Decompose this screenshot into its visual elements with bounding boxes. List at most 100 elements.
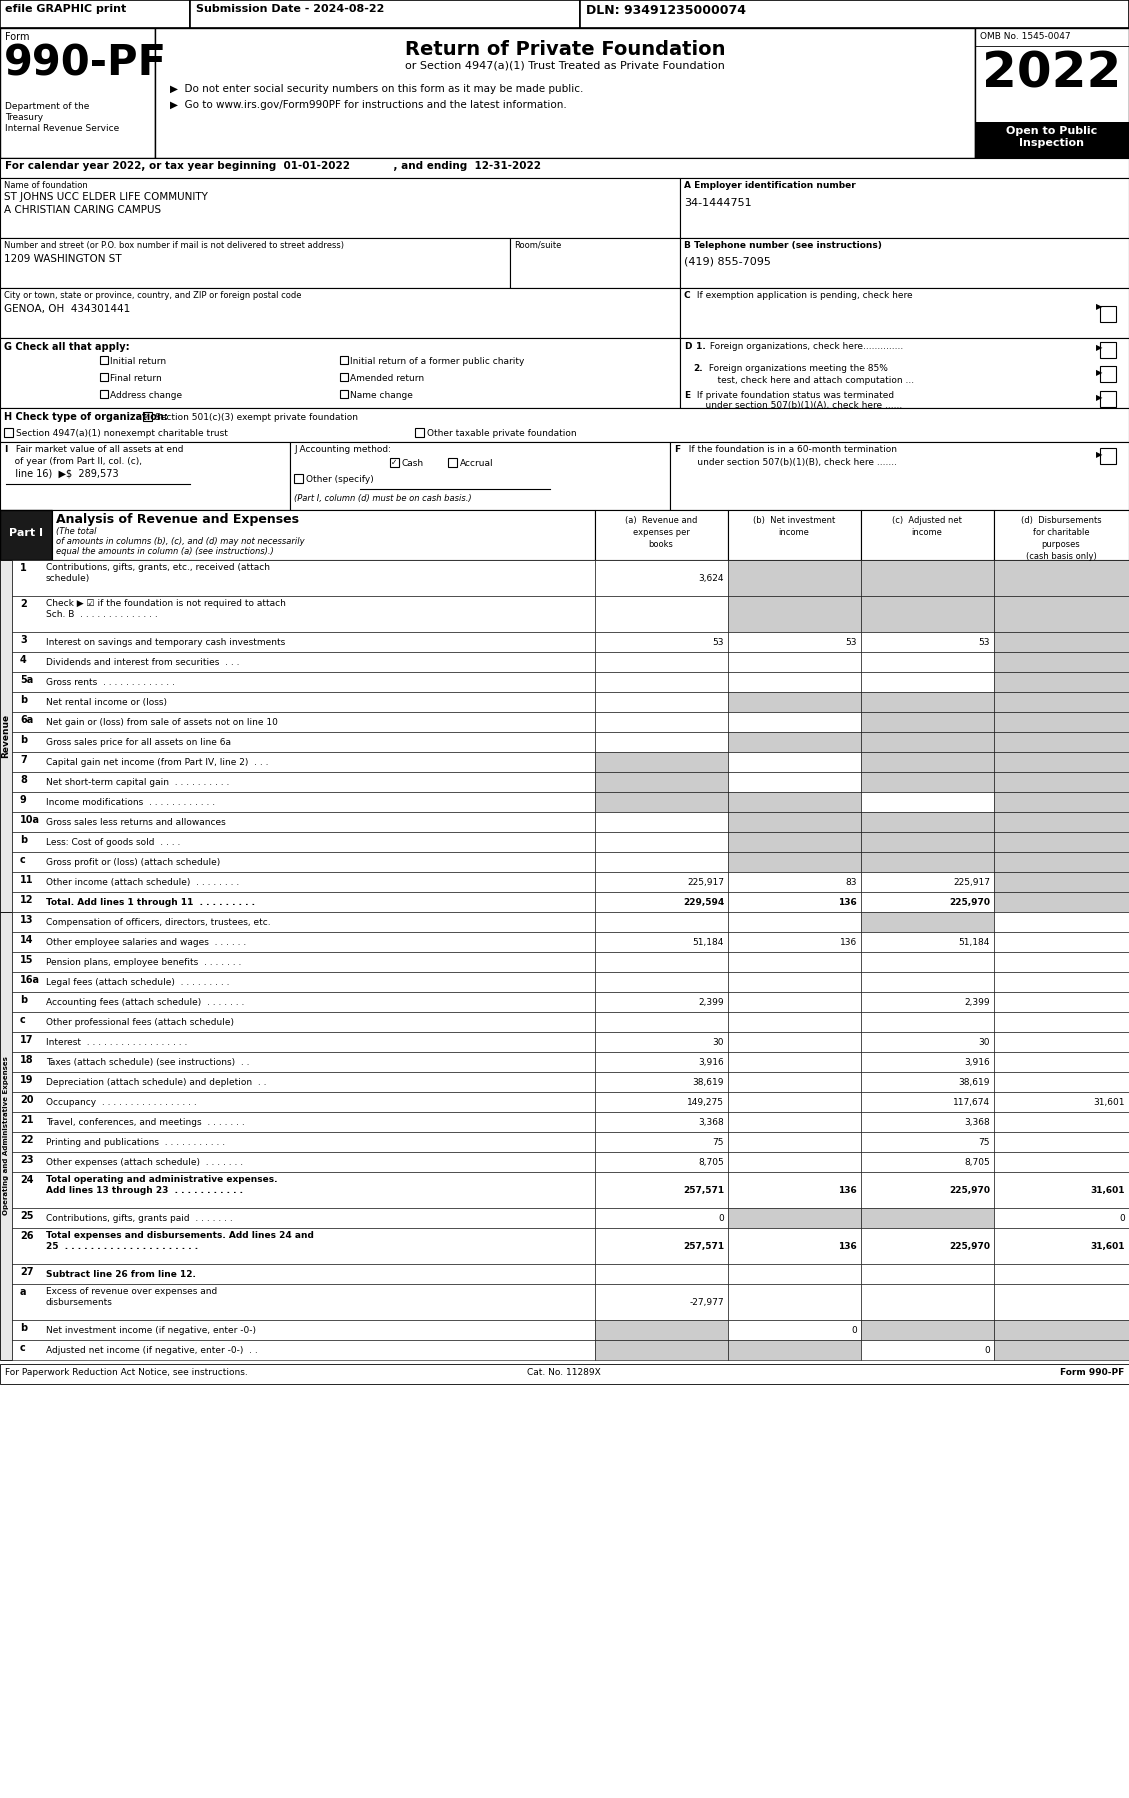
Text: 149,275: 149,275 xyxy=(688,1099,724,1108)
Text: 225,970: 225,970 xyxy=(949,1187,990,1196)
Text: Net gain or (loss) from sale of assets not on line 10: Net gain or (loss) from sale of assets n… xyxy=(46,717,278,726)
Bar xyxy=(728,832,861,852)
Bar xyxy=(1100,390,1115,406)
Text: 990-PF: 990-PF xyxy=(5,41,167,85)
Text: Taxes (attach schedule) (see instructions)  . .: Taxes (attach schedule) (see instruction… xyxy=(46,1057,250,1066)
Text: 136: 136 xyxy=(838,897,857,906)
Text: Initial return of a former public charity: Initial return of a former public charit… xyxy=(350,358,524,367)
Bar xyxy=(994,771,1129,791)
Text: 3: 3 xyxy=(20,635,27,645)
Bar xyxy=(728,1133,861,1153)
Bar xyxy=(0,338,680,408)
Bar xyxy=(415,428,425,437)
Bar xyxy=(728,692,861,712)
Text: If private foundation status was terminated: If private foundation status was termina… xyxy=(694,390,894,399)
Text: Return of Private Foundation: Return of Private Foundation xyxy=(405,40,725,59)
Text: Compensation of officers, directors, trustees, etc.: Compensation of officers, directors, tru… xyxy=(46,919,271,928)
Text: 2,399: 2,399 xyxy=(964,998,990,1007)
Bar xyxy=(861,931,994,951)
Bar xyxy=(975,29,1129,158)
Text: GENOA, OH  434301441: GENOA, OH 434301441 xyxy=(5,304,130,315)
Bar xyxy=(994,973,1129,992)
Text: Cat. No. 11289X: Cat. No. 11289X xyxy=(527,1368,601,1377)
Bar xyxy=(728,973,861,992)
Bar xyxy=(143,412,152,421)
Text: B Telephone number (see instructions): B Telephone number (see instructions) xyxy=(684,241,882,250)
Bar xyxy=(994,672,1129,692)
Bar xyxy=(728,852,861,872)
Bar xyxy=(595,791,728,813)
Bar xyxy=(12,1264,595,1284)
Text: If the foundation is in a 60-month termination: If the foundation is in a 60-month termi… xyxy=(683,444,898,455)
Bar xyxy=(994,852,1129,872)
Text: Other expenses (attach schedule)  . . . . . . .: Other expenses (attach schedule) . . . .… xyxy=(46,1158,243,1167)
Bar xyxy=(0,559,12,912)
Bar xyxy=(0,1365,1129,1384)
Text: 25  . . . . . . . . . . . . . . . . . . . . .: 25 . . . . . . . . . . . . . . . . . . .… xyxy=(46,1242,198,1251)
Bar xyxy=(861,1052,994,1072)
Text: 30: 30 xyxy=(979,1037,990,1046)
Text: of amounts in columns (b), (c), and (d) may not necessarily: of amounts in columns (b), (c), and (d) … xyxy=(56,538,305,547)
Bar xyxy=(728,872,861,892)
Text: Gross sales less returns and allowances: Gross sales less returns and allowances xyxy=(46,818,226,827)
Bar xyxy=(595,752,728,771)
Bar xyxy=(994,1133,1129,1153)
Bar xyxy=(994,872,1129,892)
Text: Net rental income or (loss): Net rental income or (loss) xyxy=(46,698,167,707)
Text: 136: 136 xyxy=(840,939,857,948)
Bar xyxy=(595,1320,728,1340)
Text: 257,571: 257,571 xyxy=(683,1242,724,1251)
Bar xyxy=(12,633,595,653)
Bar xyxy=(728,892,861,912)
Text: 18: 18 xyxy=(20,1055,34,1064)
Text: Less: Cost of goods sold  . . . .: Less: Cost of goods sold . . . . xyxy=(46,838,181,847)
Bar xyxy=(340,372,348,381)
Text: Add lines 13 through 23  . . . . . . . . . . .: Add lines 13 through 23 . . . . . . . . … xyxy=(46,1187,243,1196)
Text: ✓: ✓ xyxy=(392,458,397,467)
Bar xyxy=(728,771,861,791)
Bar xyxy=(861,813,994,832)
Text: 11: 11 xyxy=(20,876,34,885)
Text: F: F xyxy=(674,444,680,455)
Text: Foreign organizations, check here..............: Foreign organizations, check here.......… xyxy=(707,342,903,351)
Bar xyxy=(994,633,1129,653)
Bar xyxy=(680,288,1129,338)
Text: 51,184: 51,184 xyxy=(959,939,990,948)
Bar xyxy=(595,992,728,1012)
Bar xyxy=(595,852,728,872)
Text: Pension plans, employee benefits  . . . . . . .: Pension plans, employee benefits . . . .… xyxy=(46,958,242,967)
Text: Number and street (or P.O. box number if mail is not delivered to street address: Number and street (or P.O. box number if… xyxy=(5,241,344,250)
Bar xyxy=(728,1012,861,1032)
Text: Name of foundation: Name of foundation xyxy=(5,182,88,191)
Text: 1: 1 xyxy=(20,563,27,574)
Bar xyxy=(728,1284,861,1320)
Bar xyxy=(861,511,994,559)
Text: Open to Public
Inspection: Open to Public Inspection xyxy=(1006,126,1097,147)
Bar xyxy=(861,892,994,912)
Text: income: income xyxy=(911,529,943,538)
Bar xyxy=(861,633,994,653)
Text: Form: Form xyxy=(5,32,29,41)
Bar xyxy=(12,1072,595,1091)
Bar xyxy=(510,237,680,288)
Text: Net investment income (if negative, enter -0-): Net investment income (if negative, ente… xyxy=(46,1325,256,1334)
Text: 24: 24 xyxy=(20,1176,34,1185)
Bar xyxy=(728,559,861,595)
Bar xyxy=(12,1052,595,1072)
Bar xyxy=(595,912,728,931)
Text: ▶: ▶ xyxy=(1096,343,1103,352)
Bar xyxy=(728,595,861,633)
Text: a: a xyxy=(20,1287,26,1296)
Text: Name change: Name change xyxy=(350,390,413,399)
Text: for charitable: for charitable xyxy=(1033,529,1089,538)
Text: H Check type of organization:: H Check type of organization: xyxy=(5,412,168,423)
Text: Amended return: Amended return xyxy=(350,374,425,383)
Text: (c)  Adjusted net: (c) Adjusted net xyxy=(892,516,962,525)
Text: (Part I, column (d) must be on cash basis.): (Part I, column (d) must be on cash basi… xyxy=(294,494,472,503)
Bar xyxy=(448,458,457,467)
Bar xyxy=(994,752,1129,771)
Bar xyxy=(12,1320,595,1340)
Bar xyxy=(12,1012,595,1032)
Text: Fair market value of all assets at end: Fair market value of all assets at end xyxy=(14,444,184,455)
Bar xyxy=(0,178,680,237)
